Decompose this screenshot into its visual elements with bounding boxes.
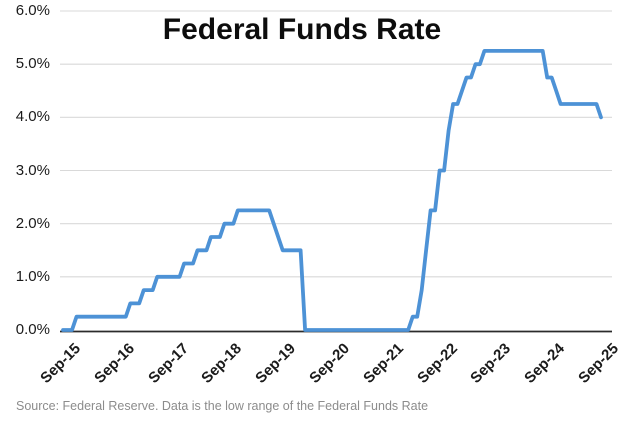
y-tick-label: 1.0% [15,267,50,285]
fed-funds-rate-line [61,49,603,332]
y-tick-label: 2.0% [15,214,50,232]
y-tick-label: 5.0% [15,55,50,73]
y-tick-label: 6.0% [15,2,50,19]
y-tick-label: 3.0% [15,161,50,179]
chart-title: Federal Funds Rate [162,13,442,46]
source-note: Source: Federal Reserve. Data is the low… [16,399,429,413]
y-tick-label: 0.0% [15,321,50,338]
y-tick-label: 4.0% [15,108,50,126]
